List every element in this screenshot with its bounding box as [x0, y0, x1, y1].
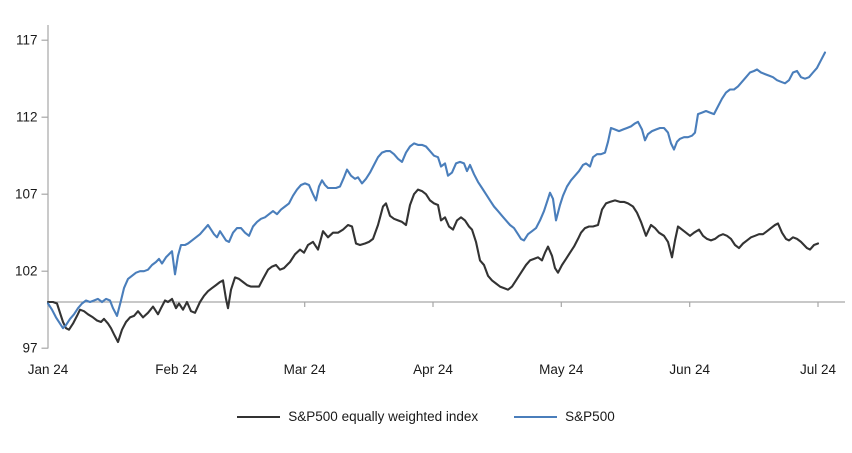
chart-legend: S&P500 equally weighted index S&P500	[0, 409, 852, 424]
series-line-equal-weight	[46, 188, 820, 344]
legend-line-swatch-equal-weight	[237, 415, 281, 418]
legend-item-equal-weight: S&P500 equally weighted index	[237, 409, 478, 424]
x-axis-tick-label: Jun 24	[669, 362, 710, 377]
legend-item-sp500: S&P500	[514, 409, 615, 424]
y-axis-tick-label: 117	[16, 33, 38, 48]
series-line-sp500	[46, 51, 827, 330]
y-axis-tick-label: 107	[15, 187, 38, 202]
x-axis-tick-label: Jan 24	[28, 362, 69, 377]
legend-line-swatch-sp500	[514, 415, 558, 418]
x-axis-tick-label: Apr 24	[413, 362, 453, 377]
y-axis-tick-label: 112	[16, 110, 38, 125]
x-axis-tick-label: Mar 24	[284, 362, 327, 377]
y-axis-tick-label: 97	[22, 341, 37, 356]
legend-label-sp500: S&P500	[565, 409, 615, 424]
x-axis-tick-label: May 24	[539, 362, 584, 377]
x-axis-tick-label: Feb 24	[155, 362, 198, 377]
x-axis-tick-label: Jul 24	[800, 362, 837, 377]
y-axis-tick-label: 102	[15, 264, 38, 279]
legend-label-equal-weight: S&P500 equally weighted index	[288, 409, 479, 424]
